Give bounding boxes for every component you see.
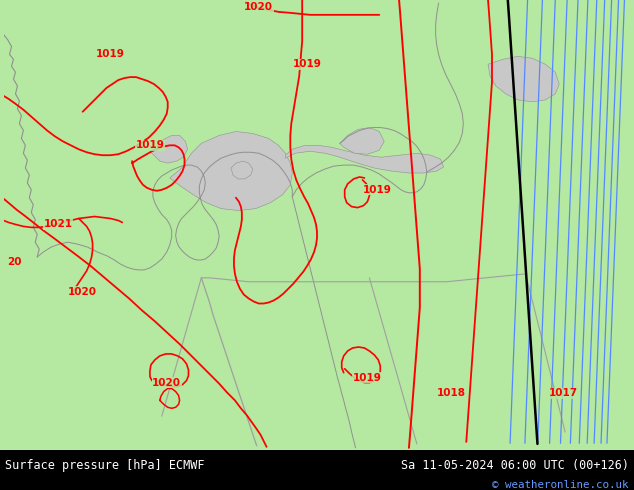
Text: 1020: 1020 [244, 2, 273, 12]
Polygon shape [340, 127, 384, 154]
Text: 1020: 1020 [152, 378, 181, 388]
Text: © weatheronline.co.uk: © weatheronline.co.uk [493, 480, 629, 490]
Text: 1018: 1018 [437, 389, 466, 398]
Text: 1017: 1017 [548, 389, 578, 398]
Polygon shape [150, 135, 188, 163]
Polygon shape [488, 56, 559, 102]
Text: Surface pressure [hPa] ECMWF: Surface pressure [hPa] ECMWF [5, 460, 205, 472]
Text: 20: 20 [8, 257, 22, 267]
Text: 1019: 1019 [293, 59, 321, 69]
Text: 1019: 1019 [136, 140, 164, 150]
Text: 1020: 1020 [68, 287, 97, 296]
Polygon shape [231, 161, 253, 179]
Text: 1021: 1021 [44, 220, 72, 229]
Polygon shape [285, 146, 444, 173]
Text: 1019: 1019 [353, 373, 382, 383]
Text: Sa 11-05-2024 06:00 UTC (00+126): Sa 11-05-2024 06:00 UTC (00+126) [401, 460, 629, 472]
Polygon shape [170, 131, 292, 211]
Text: 1019: 1019 [363, 185, 392, 195]
Text: 1019: 1019 [96, 49, 125, 59]
